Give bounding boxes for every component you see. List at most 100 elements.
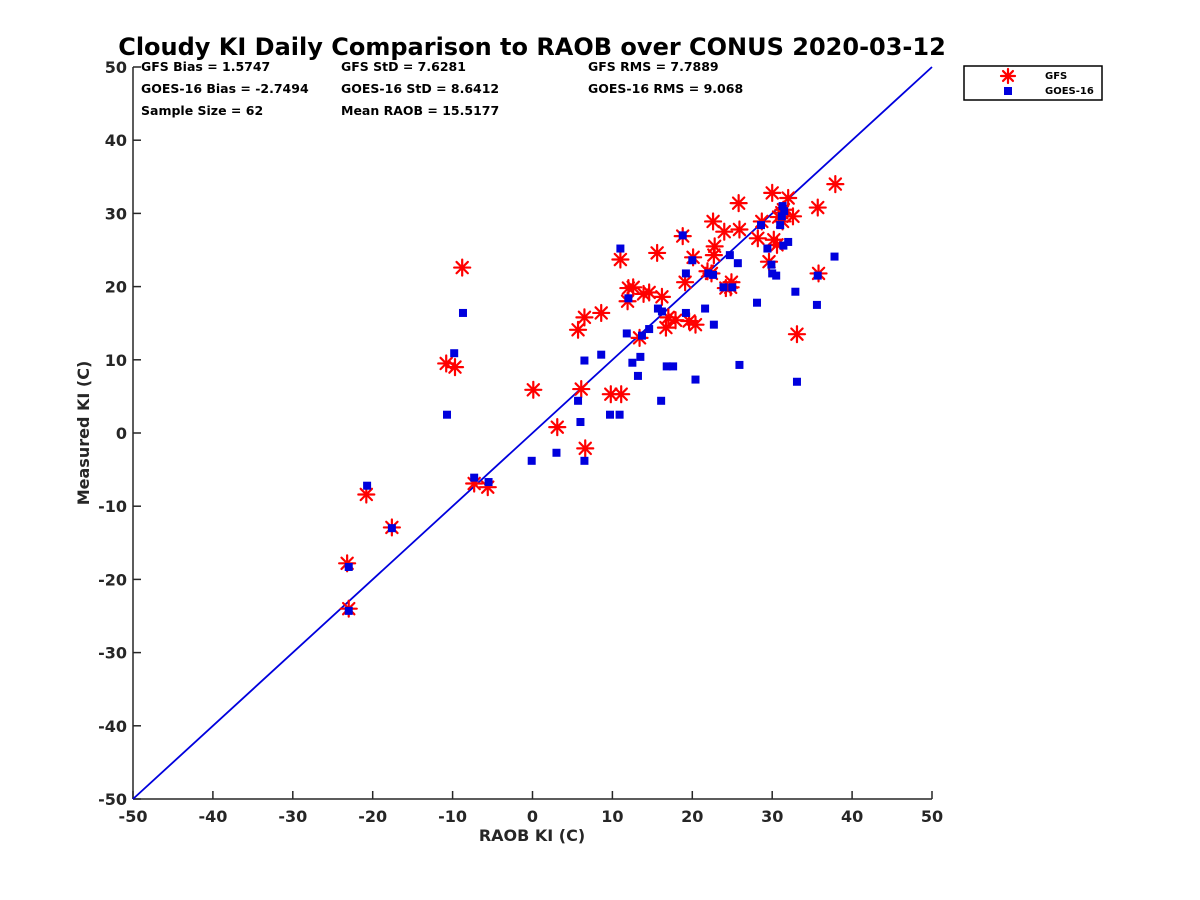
gfs-point (808, 198, 827, 217)
y-tick-label: -20 (98, 570, 127, 589)
series-goes-16 (344, 202, 839, 615)
goes-16-point (704, 269, 713, 278)
goes-16-point (812, 300, 821, 309)
goes-16-point (662, 362, 671, 371)
goes-16-point (628, 358, 637, 367)
stat-gfs-bias: GFS Bias = 1.5747 (141, 59, 270, 74)
goes-16-point (725, 251, 734, 260)
goes-16-point (363, 481, 372, 490)
y-tick-label: 20 (105, 278, 127, 297)
stat-sample-size: Sample Size = 62 (141, 103, 263, 118)
goes-16-point (458, 308, 467, 317)
gfs-point (576, 439, 595, 458)
stat-goes-bias: GOES-16 Bias = -2.7494 (141, 81, 309, 96)
legend-box (963, 65, 1103, 101)
goes-16-point (344, 562, 353, 571)
gfs-point (453, 258, 472, 277)
gfs-point (548, 418, 567, 437)
x-tick-label: -50 (119, 807, 148, 826)
goes-16-point (576, 418, 585, 427)
goes-16-point (681, 269, 690, 278)
goes-16-point (733, 259, 742, 268)
y-tick-label: 0 (116, 424, 127, 443)
gfs-point (779, 188, 798, 208)
goes-16-point (574, 396, 583, 405)
goes-16-point (344, 606, 353, 615)
gfs-point (703, 212, 723, 231)
goes-16-point (792, 377, 801, 386)
reference-line-group (132, 66, 933, 800)
y-tick-label: -40 (98, 717, 127, 736)
goes-16-point (719, 283, 728, 292)
goes-16-point (657, 396, 666, 405)
goes-16-point (757, 221, 766, 230)
goes-16-point (784, 237, 793, 246)
legend-gfs-label: GFS (1045, 71, 1067, 82)
goes-16-point (387, 524, 396, 533)
goes-16-point (691, 375, 700, 384)
goes-16-point (606, 410, 615, 419)
x-tick-label: -20 (358, 807, 387, 826)
y-tick-label: -30 (98, 644, 127, 663)
gfs-point (524, 380, 543, 399)
goes-16-point (636, 352, 645, 361)
goes-16-point (709, 320, 718, 329)
goes-16-point (780, 207, 789, 216)
goes-16-point (657, 307, 666, 316)
goes-16-point (470, 473, 479, 482)
y-tick-label: 50 (105, 58, 127, 77)
x-axis-label: RAOB KI (C) (479, 826, 585, 845)
goes-16-point (580, 356, 589, 365)
gfs-point (729, 194, 748, 213)
goes-16-point (728, 283, 737, 292)
gfs-point (730, 220, 749, 239)
gfs-point (666, 311, 685, 330)
goes-16-point (753, 298, 762, 307)
goes-16-point (580, 456, 589, 465)
legend-goes-label: GOES-16 (1045, 86, 1094, 97)
y-axis-label: Measured KI (C) (74, 361, 93, 506)
goes-16-point (791, 287, 800, 296)
series-gfs (338, 175, 845, 618)
goes-16-point (484, 478, 493, 487)
gfs-point (787, 325, 807, 344)
x-tick-label: -10 (438, 807, 467, 826)
gfs-point (568, 320, 588, 339)
gfs-point (652, 287, 672, 306)
gfs-point (826, 175, 845, 194)
goes-16-point (527, 456, 536, 465)
gfs-point (640, 283, 659, 302)
legend-gfs-marker (999, 67, 1017, 85)
gfs-point (624, 278, 643, 297)
chart-title: Cloudy KI Daily Comparison to RAOB over … (118, 33, 946, 61)
goes-16-point (615, 410, 624, 419)
gfs-point (575, 308, 594, 327)
goes-16-point (767, 260, 776, 269)
x-tick-label: 20 (681, 807, 703, 826)
stat-goes-rms: GOES-16 RMS = 9.068 (588, 81, 743, 96)
goes-16-point (450, 349, 459, 358)
gfs-point (748, 229, 767, 248)
legend-goes-square (1004, 87, 1012, 95)
goes-16-point (830, 252, 839, 261)
x-tick-label: -30 (278, 807, 307, 826)
y-tick-label: -10 (98, 497, 127, 516)
legend-goes-marker (1004, 87, 1012, 95)
goes-16-point (669, 362, 678, 371)
gfs-point (572, 379, 591, 399)
goes-16-point (645, 325, 654, 334)
x-tick-label: 40 (841, 807, 863, 826)
stats-annotations: GFS Bias = 1.5747 GFS StD = 7.6281 GFS R… (141, 59, 743, 118)
gfs-point (592, 303, 611, 323)
goes-16-point (633, 371, 642, 380)
goes-16-point (776, 221, 785, 230)
y-tick-label: 10 (105, 351, 127, 370)
stat-gfs-std: GFS StD = 7.6281 (341, 59, 466, 74)
goes-16-point (624, 294, 633, 303)
stat-mean-raob: Mean RAOB = 15.5177 (341, 103, 499, 118)
gfs-point (611, 250, 630, 269)
goes-16-point (678, 231, 687, 240)
x-tick-label: 0 (527, 807, 538, 826)
x-tick-label: 30 (761, 807, 783, 826)
gfs-point (705, 237, 724, 256)
